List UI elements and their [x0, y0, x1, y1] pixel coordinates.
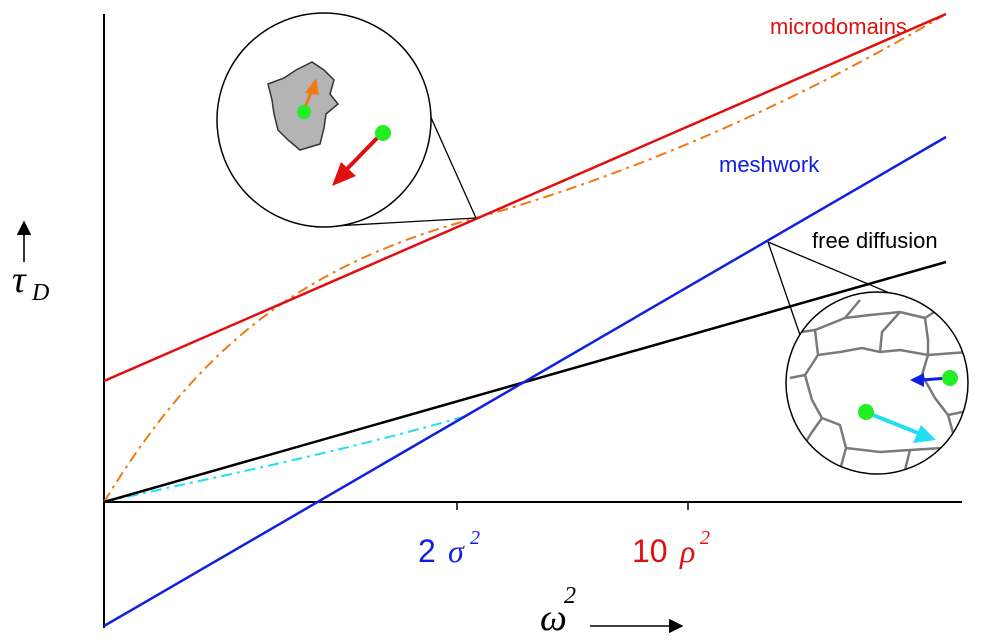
red-arrowhead: [332, 162, 356, 186]
inset-circle-border: [785, 291, 969, 475]
red-arrow: [343, 131, 384, 173]
microdomains-inset: [216, 12, 477, 228]
blue-arrowhead: [910, 373, 924, 387]
tick-label-sigma: 2 σ 2: [418, 527, 480, 569]
tau-symbol: τ: [12, 259, 27, 301]
cyan-arrow: [867, 411, 919, 435]
sigma-power: 2: [470, 527, 480, 549]
omega-symbol: ω: [540, 597, 567, 639]
particle-free-mesh: [858, 404, 874, 420]
x-axis-label: ω 2: [540, 583, 684, 639]
tick-label-rho: 10 ρ 2: [632, 527, 710, 569]
particle-confined: [297, 105, 311, 119]
orange-arrowhead: [305, 78, 319, 95]
microdomains-line: [103, 12, 947, 383]
sigma-symbol: σ: [448, 533, 465, 569]
inset-connector: [767, 241, 801, 336]
inset-circle: [786, 292, 968, 474]
meshwork-line: [103, 135, 947, 628]
rho-symbol: ρ: [679, 533, 695, 569]
particle-meshwork: [942, 370, 958, 386]
meshwork-label: meshwork: [719, 152, 820, 177]
omega-superscript: 2: [564, 583, 576, 609]
rho-power: 2: [700, 527, 710, 549]
particle-free: [375, 125, 391, 141]
meshwork-curve: [103, 414, 471, 503]
meshwork-inset: [767, 241, 969, 475]
rho-coefficient: 10: [632, 533, 668, 569]
sigma-coefficient: 2: [418, 533, 436, 569]
microdomains-label: microdomains: [770, 14, 907, 39]
cyan-arrowhead: [913, 425, 936, 443]
free-diffusion-label: free diffusion: [812, 228, 938, 253]
tau-subscript: D: [31, 280, 49, 306]
y-axis-label: τ D: [12, 220, 49, 306]
